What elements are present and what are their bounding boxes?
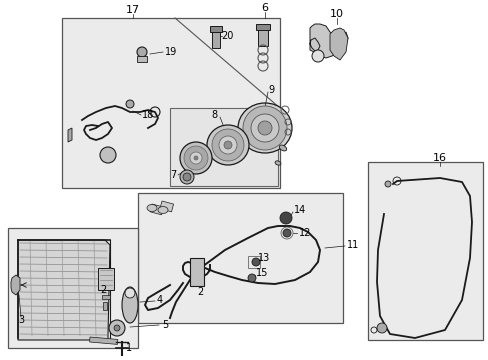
Text: 5: 5 <box>162 320 168 330</box>
Bar <box>138 193 342 323</box>
Bar <box>209 26 222 32</box>
Text: 1: 1 <box>126 343 132 353</box>
Polygon shape <box>309 24 347 58</box>
Text: 2: 2 <box>100 285 106 295</box>
Ellipse shape <box>158 207 168 213</box>
Ellipse shape <box>279 145 286 151</box>
Circle shape <box>283 229 290 237</box>
Circle shape <box>311 50 324 62</box>
Ellipse shape <box>275 161 280 165</box>
Circle shape <box>251 258 260 266</box>
Bar <box>247 256 260 268</box>
Circle shape <box>224 141 231 149</box>
Ellipse shape <box>238 103 291 153</box>
Ellipse shape <box>180 142 212 174</box>
Text: 18: 18 <box>142 110 154 120</box>
Text: 8: 8 <box>211 110 218 120</box>
Ellipse shape <box>122 287 138 323</box>
Bar <box>258 28 267 46</box>
Circle shape <box>376 323 386 333</box>
Circle shape <box>125 288 135 298</box>
Text: 14: 14 <box>293 205 305 215</box>
Circle shape <box>250 114 279 142</box>
Text: 6: 6 <box>261 3 268 13</box>
Text: 9: 9 <box>267 85 274 95</box>
Circle shape <box>280 212 291 224</box>
Circle shape <box>219 136 237 154</box>
Bar <box>190 258 203 286</box>
Text: 16: 16 <box>432 153 446 163</box>
Polygon shape <box>68 128 72 142</box>
Text: 2: 2 <box>197 287 203 297</box>
Circle shape <box>109 320 125 336</box>
Circle shape <box>183 173 191 181</box>
Bar <box>367 162 482 340</box>
Bar <box>170 108 278 186</box>
Text: 11: 11 <box>346 240 359 250</box>
FancyArrowPatch shape <box>21 283 26 287</box>
Bar <box>103 302 107 310</box>
Text: 19: 19 <box>164 47 177 57</box>
Text: 10: 10 <box>329 9 343 19</box>
Text: 4: 4 <box>157 295 163 305</box>
Bar <box>89 337 118 345</box>
Text: 20: 20 <box>221 31 233 41</box>
Polygon shape <box>18 240 110 340</box>
Text: 17: 17 <box>126 5 140 15</box>
Ellipse shape <box>180 170 194 184</box>
Bar <box>62 18 280 188</box>
Bar <box>256 24 269 30</box>
Circle shape <box>384 181 390 187</box>
Circle shape <box>137 47 147 57</box>
Ellipse shape <box>147 204 157 211</box>
Circle shape <box>183 146 207 170</box>
Circle shape <box>194 156 198 160</box>
Text: 7: 7 <box>169 170 176 180</box>
Circle shape <box>212 129 244 161</box>
Polygon shape <box>329 28 347 60</box>
Circle shape <box>100 147 116 163</box>
Text: 13: 13 <box>258 253 270 263</box>
Polygon shape <box>11 275 20 295</box>
Circle shape <box>126 100 134 108</box>
Bar <box>160 201 173 212</box>
Bar <box>8 228 138 348</box>
Text: 12: 12 <box>298 228 311 238</box>
Text: 3: 3 <box>18 315 24 325</box>
Bar <box>150 204 163 215</box>
Bar <box>137 56 147 62</box>
Bar <box>212 30 220 48</box>
Circle shape <box>243 106 286 150</box>
Bar <box>102 295 110 299</box>
Circle shape <box>190 152 202 164</box>
Text: 15: 15 <box>256 268 268 278</box>
Bar <box>98 268 114 290</box>
Ellipse shape <box>206 125 248 165</box>
Circle shape <box>114 325 120 331</box>
Circle shape <box>258 121 271 135</box>
Circle shape <box>247 274 256 282</box>
